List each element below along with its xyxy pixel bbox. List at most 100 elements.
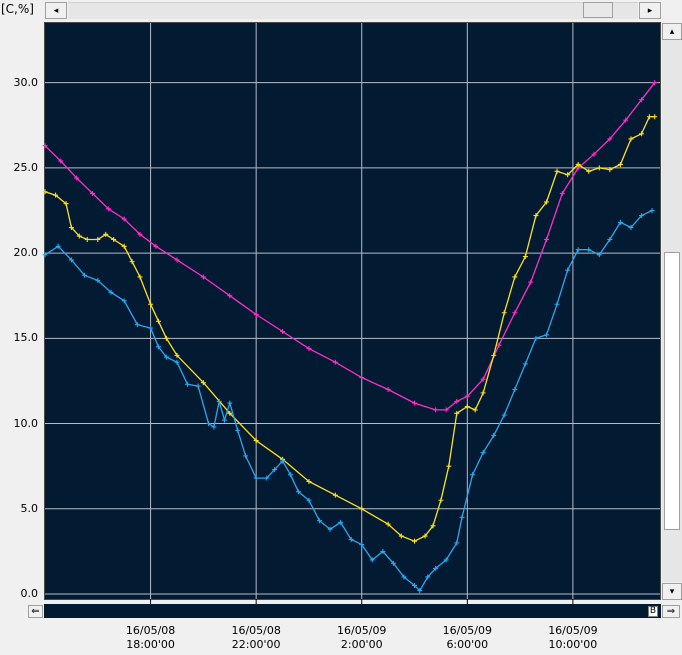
data-point-magenta [58,158,64,164]
x-tick-time-label: 10:00'00 [548,638,598,651]
data-point-yellow [412,538,418,544]
scroll-up-arrow-icon[interactable]: ▴ [662,23,682,40]
data-point-blue [163,354,169,360]
data-point-blue [108,289,114,295]
data-point-yellow [359,506,365,512]
data-point-blue [628,225,634,231]
data-point-blue [155,344,161,350]
data-point-blue [306,497,312,503]
data-point-blue [470,472,476,478]
data-point-blue [390,560,396,566]
data-point-yellow [174,352,180,358]
scroll-right-arrow-icon[interactable]: ▸ [639,2,661,19]
y-axis-unit-label: [C,%] [1,2,34,16]
data-point-magenta [412,400,418,406]
data-point-yellow [652,114,658,120]
data-point-magenta [544,236,550,242]
data-point-yellow [95,236,101,242]
data-point-yellow [76,233,82,239]
data-point-blue [380,548,386,554]
data-point-blue [317,518,323,524]
data-point-yellow [111,236,117,242]
data-point-magenta [90,190,96,196]
data-point-yellow [332,492,338,498]
data-point-blue [287,472,293,478]
x-tick-date-label: 16/05/09 [337,624,387,637]
data-point-yellow [42,189,48,195]
data-point-magenta [433,407,439,413]
data-point-yellow [586,168,592,174]
grid-lines [45,23,660,605]
scroll-left-arrow-icon[interactable]: ◂ [45,2,67,19]
time-right-arrow-icon[interactable]: ⇒ [662,605,680,618]
data-point-blue [480,450,486,456]
data-point-blue [491,432,497,438]
data-point-yellow [163,335,169,341]
data-point-yellow [121,243,127,249]
scroll-down-arrow-icon[interactable]: ▾ [662,583,682,600]
data-point-yellow [575,161,581,167]
data-point-yellow [480,390,486,396]
data-point-blue [412,582,418,588]
data-point-blue [243,453,249,459]
data-point-blue [617,219,623,225]
data-point-yellow [646,114,652,120]
data-point-magenta [227,293,233,299]
x-tick-time-label: 6:00'00 [446,638,489,651]
data-point-blue [649,207,655,213]
data-point-blue [82,272,88,278]
data-point-yellow [544,199,550,205]
y-tick-label: 5.0 [20,501,39,515]
data-point-yellow [398,533,404,539]
data-point-magenta [623,117,629,123]
data-point-blue [443,557,449,563]
data-point-yellow [464,404,470,410]
data-point-blue [338,519,344,525]
data-point-blue [596,252,602,258]
data-point-yellow [68,225,74,231]
data-point-yellow [438,497,444,503]
data-point-yellow [554,168,560,174]
data-point-yellow [53,192,59,198]
data-point-magenta [464,393,470,399]
data-point-yellow [129,259,135,265]
series-line-blue [44,209,653,592]
data-point-magenta [528,279,534,285]
x-tick-date-label: 16/05/09 [442,624,493,637]
data-point-blue [459,514,465,520]
data-point-blue [216,398,222,404]
data-point-blue [134,322,140,328]
data-point-magenta [42,143,48,149]
vertical-scroll-thumb[interactable] [664,252,680,530]
data-point-magenta [280,329,286,335]
data-point-yellow [454,410,460,416]
data-point-blue [522,361,528,367]
horizontal-scroll-thumb[interactable] [583,2,613,18]
time-left-arrow-icon[interactable]: ⇐ [28,605,43,618]
data-point-yellow [148,301,154,307]
data-point-blue [148,325,154,331]
data-point-magenta [359,375,365,381]
horizontal-scroll-track[interactable] [68,2,638,19]
data-point-yellow [501,310,507,316]
y-tick-label: 0.0 [20,587,39,600]
data-point-blue [221,417,227,423]
series-line-yellow [44,116,655,542]
data-point-yellow [596,165,602,171]
data-point-blue [512,386,518,392]
x-tick-time-label: 22:00'00 [231,638,281,651]
x-tick-date-label: 16/05/08 [231,624,281,637]
data-point-yellow [446,463,452,469]
data-point-blue [359,542,365,548]
data-point-blue [95,277,101,283]
data-point-magenta [137,231,143,237]
data-point-yellow [84,236,90,242]
time-range-bar[interactable] [44,604,661,618]
data-point-magenta [74,175,80,181]
marker-b[interactable]: B [648,606,658,617]
data-point-blue [195,383,201,389]
data-point-magenta [639,97,645,103]
data-point-yellow [422,533,428,539]
data-point-yellow [253,438,259,444]
data-point-blue [554,301,560,307]
